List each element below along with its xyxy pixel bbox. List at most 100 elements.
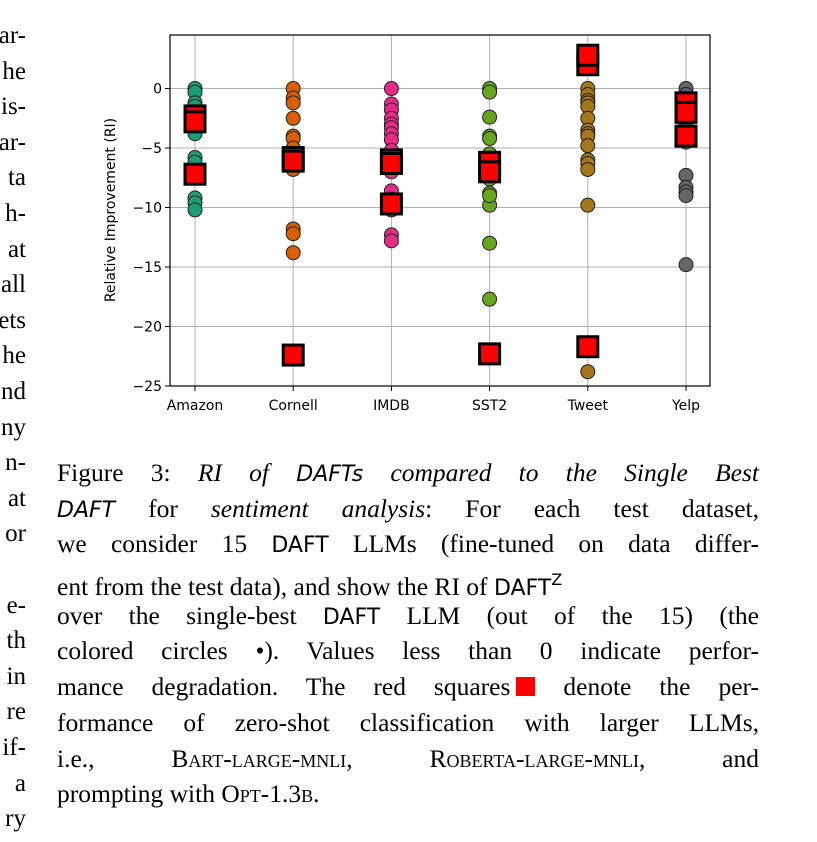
plot-frame <box>169 34 711 387</box>
y-tick-label: −5 <box>141 141 162 157</box>
caption-line: we consider 15 DAFT LLMs (fine-tuned on … <box>57 526 759 562</box>
square-marker <box>281 149 305 173</box>
text: Opt-1.3b <box>221 779 314 809</box>
margin-text: ar-he is-ar-ta h-at all ets he nd ny n-at or e-th i… <box>0 0 26 842</box>
x-tick-label: SST2 <box>472 398 507 414</box>
x-tick-label: Tweet <box>567 398 609 414</box>
text: DAFT <box>322 604 381 630</box>
square-marker <box>576 335 600 359</box>
text: over the single-best <box>57 600 323 630</box>
circle-marker <box>580 138 596 154</box>
square-marker <box>183 110 207 134</box>
x-tick-label: Yelp <box>671 398 700 414</box>
margin-line: he <box>2 57 26 85</box>
y-axis-label: Relative Improvement (RI) <box>103 118 119 302</box>
caption-line: formance of zero-shot classification wit… <box>57 705 759 741</box>
text: : For each test dataset, <box>425 493 759 523</box>
caption-line: colored circles •). Values less than 0 i… <box>57 633 759 669</box>
text: Figure 3: <box>57 458 198 487</box>
text: DAFT <box>493 576 552 602</box>
text: DAFT <box>57 497 116 523</box>
square-marker <box>576 43 600 67</box>
text: LLMs (fine-tuned on data differ- <box>328 529 759 559</box>
text: colored circles •). Values less than 0 i… <box>57 636 759 666</box>
margin-line: e- <box>6 591 26 619</box>
text: RI of <box>197 458 297 487</box>
caption-line: i.e., Bart-large-mnli, Roberta-large-mnl… <box>57 741 759 777</box>
circle-marker <box>482 109 498 125</box>
caption: Figure 3: RI of DAFTs compared to the Si… <box>57 455 759 812</box>
caption-line: ent from the test data), and show the RI… <box>57 562 759 602</box>
square-marker <box>478 342 502 366</box>
circle-marker <box>580 161 596 177</box>
margin-line: in <box>6 662 26 690</box>
circle-marker <box>678 188 694 204</box>
chart: Relative Improvement (RI) −25 −20 −15 −10 −5… <box>103 34 711 414</box>
caption-line: over the single-best DAFT LLM (out of th… <box>57 598 759 634</box>
text: DAFTs <box>296 462 364 487</box>
margin-line: th <box>6 627 26 655</box>
margin-line: ry <box>5 805 26 833</box>
margin-line: all <box>1 271 26 299</box>
circle-marker <box>482 188 498 204</box>
circle-marker <box>580 197 596 213</box>
text: Bart-large-mnli <box>171 743 347 773</box>
text: we consider 15 <box>57 529 272 559</box>
caption-line: Figure 3: RI of DAFTs compared to the Si… <box>57 455 759 491</box>
red-square-icon <box>516 677 536 697</box>
text: ent from the test data), and show the RI… <box>57 572 494 602</box>
margin-line: ar- <box>0 128 26 156</box>
margin-line: ny <box>1 413 26 441</box>
text: , <box>346 743 430 773</box>
caption-line: prompting with Opt-1.3b. <box>57 776 759 812</box>
margin-line: he <box>2 342 26 370</box>
text: denote the per- <box>535 672 759 702</box>
margin-line: n- <box>5 449 26 477</box>
text: compared to the Single Best <box>363 458 759 487</box>
text: for <box>115 493 211 523</box>
circle-marker <box>580 364 596 380</box>
margin-line: ar- <box>0 22 26 49</box>
square-marker <box>379 192 403 216</box>
text: i.e., <box>57 743 172 773</box>
margin-line: at <box>7 235 26 263</box>
margin-line: or <box>5 520 26 548</box>
margin-line: ets <box>0 306 26 334</box>
square-marker <box>674 100 698 124</box>
text: LLM (out of the 15) (the <box>380 600 759 630</box>
y-tick-label: 0 <box>153 82 162 98</box>
circle-marker <box>482 291 498 307</box>
text: formance of zero-shot classification wit… <box>57 707 759 737</box>
circle-marker <box>482 131 498 147</box>
margin-line: is- <box>1 93 26 121</box>
caption-line: mance degradation. The red squares denot… <box>57 669 759 705</box>
circle-marker <box>482 235 498 251</box>
caption-line: DAFT for sentiment analysis: For each te… <box>57 491 759 527</box>
circle-marker <box>285 245 301 261</box>
square-marker <box>478 160 502 184</box>
circle-marker <box>187 202 203 218</box>
circle-marker <box>482 84 498 100</box>
text: prompting with <box>57 779 222 809</box>
text: mance degradation. The red squares <box>57 672 511 702</box>
text: sentiment analysis <box>210 493 426 523</box>
margin-line: at <box>7 484 26 512</box>
y-tick-label: −25 <box>132 379 162 395</box>
circle-marker <box>285 95 301 111</box>
circle-marker <box>383 81 399 97</box>
x-tick-label: Amazon <box>167 398 224 414</box>
margin-line: re <box>6 698 26 726</box>
margin-line: ta <box>7 164 26 192</box>
margin-line: nd <box>1 378 26 405</box>
square-marker <box>379 152 403 176</box>
y-tick-label: −15 <box>132 260 162 276</box>
margin-line: a <box>14 769 26 797</box>
text: , and <box>638 743 760 773</box>
y-tick-label: −10 <box>132 201 162 217</box>
circle-marker <box>678 257 694 273</box>
circle-marker <box>285 226 301 242</box>
text: DAFT <box>271 533 329 559</box>
square-marker <box>183 162 207 186</box>
text: . <box>313 779 320 809</box>
margin-line: h- <box>5 200 26 227</box>
